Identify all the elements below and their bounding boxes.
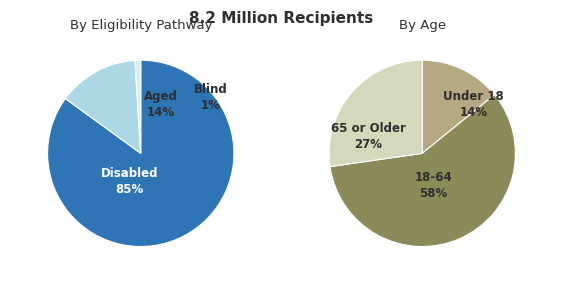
Text: 18-64
58%: 18-64 58% bbox=[414, 172, 452, 201]
Text: Aged
14%: Aged 14% bbox=[144, 90, 178, 119]
Wedge shape bbox=[48, 60, 234, 247]
Wedge shape bbox=[135, 60, 141, 153]
Wedge shape bbox=[65, 60, 141, 153]
Text: 65 or Older
27%: 65 or Older 27% bbox=[331, 122, 406, 151]
Title: By Eligibility Pathway: By Eligibility Pathway bbox=[69, 18, 212, 32]
Wedge shape bbox=[330, 95, 515, 247]
Text: Under 18
14%: Under 18 14% bbox=[443, 90, 504, 119]
Text: 8.2 Million Recipients: 8.2 Million Recipients bbox=[189, 11, 374, 26]
Wedge shape bbox=[422, 60, 494, 153]
Text: Disabled
85%: Disabled 85% bbox=[101, 167, 158, 196]
Text: Blind
1%: Blind 1% bbox=[194, 83, 227, 112]
Wedge shape bbox=[329, 60, 422, 167]
Title: By Age: By Age bbox=[399, 18, 446, 32]
